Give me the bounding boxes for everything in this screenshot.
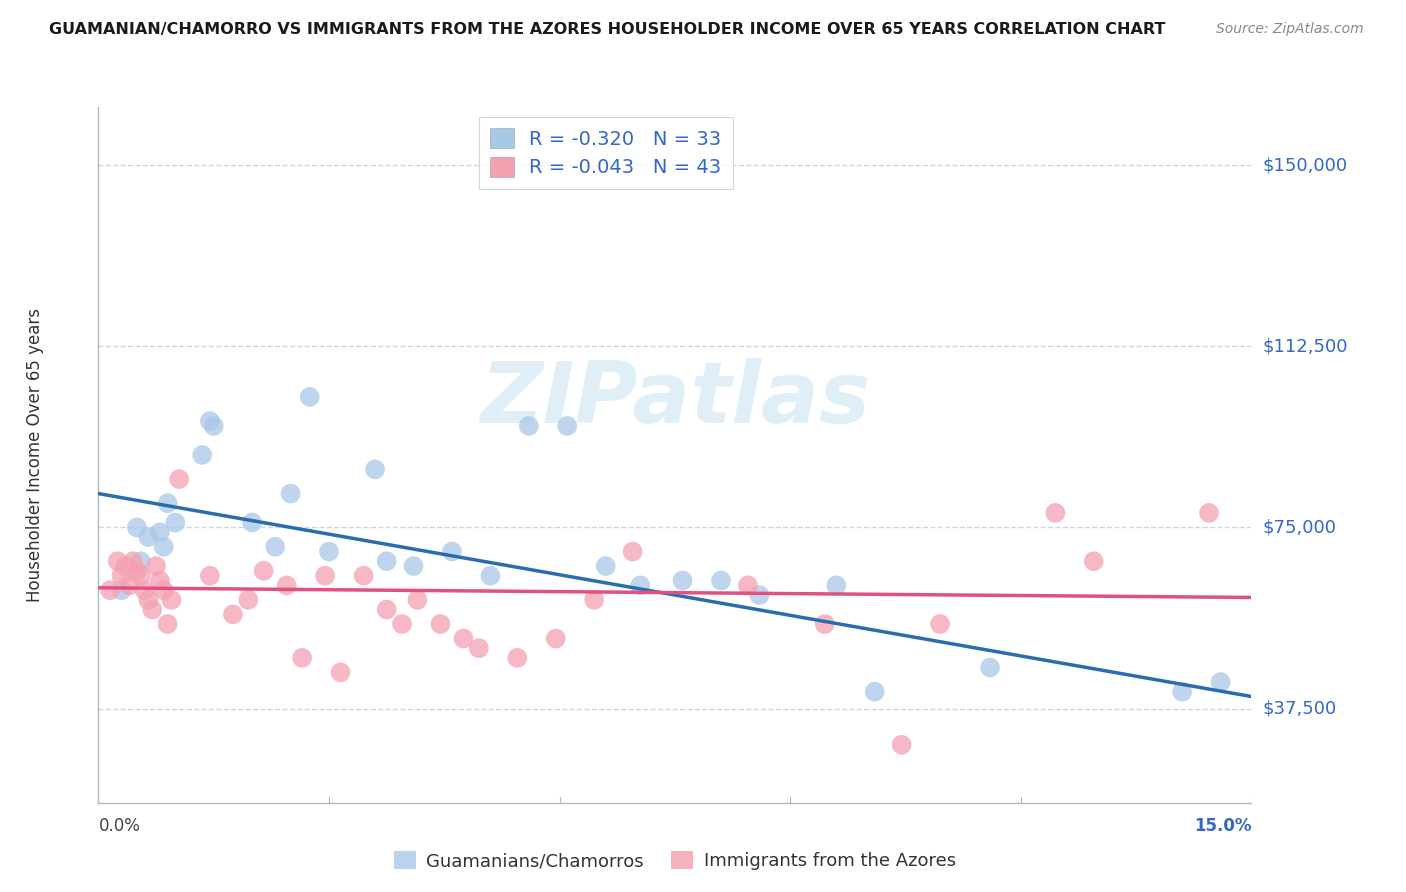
Point xyxy=(152,583,174,598)
Point xyxy=(555,419,578,434)
Point xyxy=(160,592,183,607)
Point xyxy=(129,568,152,582)
Point xyxy=(122,554,145,568)
Point xyxy=(118,578,141,592)
Point xyxy=(125,520,148,534)
Point xyxy=(406,592,429,607)
Point xyxy=(98,583,121,598)
Point xyxy=(863,684,886,698)
Point xyxy=(329,665,352,680)
Point xyxy=(149,525,172,540)
Point xyxy=(240,516,263,530)
Text: GUAMANIAN/CHAMORRO VS IMMIGRANTS FROM THE AZORES HOUSEHOLDER INCOME OVER 65 YEAR: GUAMANIAN/CHAMORRO VS IMMIGRANTS FROM TH… xyxy=(49,22,1166,37)
Point xyxy=(280,486,302,500)
Point xyxy=(191,448,214,462)
Text: $150,000: $150,000 xyxy=(1263,156,1347,174)
Point xyxy=(621,544,644,558)
Point xyxy=(238,592,260,607)
Point xyxy=(291,651,314,665)
Text: 0.0%: 0.0% xyxy=(98,817,141,835)
Point xyxy=(202,419,225,434)
Point xyxy=(198,414,221,428)
Point xyxy=(583,592,606,607)
Point xyxy=(737,578,759,592)
Point xyxy=(318,544,340,558)
Text: ZIPatlas: ZIPatlas xyxy=(479,358,870,441)
Point xyxy=(125,564,148,578)
Point xyxy=(364,462,387,476)
Point xyxy=(1171,684,1194,698)
Point xyxy=(253,564,276,578)
Point xyxy=(710,574,733,588)
Point xyxy=(156,496,179,510)
Point xyxy=(517,419,540,434)
Text: $75,000: $75,000 xyxy=(1263,518,1337,536)
Point xyxy=(375,554,398,568)
Point xyxy=(391,617,413,632)
Point xyxy=(814,617,837,632)
Point xyxy=(110,568,132,582)
Point xyxy=(1198,506,1220,520)
Point xyxy=(198,568,221,582)
Point xyxy=(979,660,1001,674)
Point xyxy=(479,568,502,582)
Point xyxy=(138,592,160,607)
Text: Source: ZipAtlas.com: Source: ZipAtlas.com xyxy=(1216,22,1364,37)
Point xyxy=(1083,554,1105,568)
Point xyxy=(156,617,179,632)
Point xyxy=(1209,675,1232,690)
Point xyxy=(440,544,463,558)
Point xyxy=(890,738,912,752)
Point xyxy=(298,390,321,404)
Point xyxy=(149,574,172,588)
Point xyxy=(353,568,375,582)
Point xyxy=(110,583,132,598)
Text: 15.0%: 15.0% xyxy=(1194,817,1251,835)
Text: Householder Income Over 65 years: Householder Income Over 65 years xyxy=(25,308,44,602)
Point xyxy=(671,574,693,588)
Text: $112,500: $112,500 xyxy=(1263,337,1348,355)
Point xyxy=(264,540,287,554)
Point xyxy=(506,651,529,665)
Point xyxy=(314,568,336,582)
Point xyxy=(107,554,129,568)
Point xyxy=(402,559,425,574)
Point xyxy=(628,578,651,592)
Point xyxy=(167,472,190,486)
Point xyxy=(129,554,152,568)
Point xyxy=(114,559,136,574)
Point xyxy=(141,602,163,616)
Point xyxy=(134,583,156,598)
Legend: Guamanians/Chamorros, Immigrants from the Azores: Guamanians/Chamorros, Immigrants from th… xyxy=(387,844,963,877)
Point xyxy=(595,559,617,574)
Point xyxy=(453,632,475,646)
Point xyxy=(375,602,398,616)
Point xyxy=(165,516,187,530)
Point xyxy=(825,578,848,592)
Point xyxy=(1045,506,1067,520)
Point xyxy=(152,540,174,554)
Point xyxy=(929,617,952,632)
Point xyxy=(429,617,451,632)
Point xyxy=(222,607,245,622)
Point xyxy=(544,632,567,646)
Point xyxy=(145,559,167,574)
Point xyxy=(138,530,160,544)
Text: $37,500: $37,500 xyxy=(1263,699,1337,717)
Point xyxy=(468,641,491,656)
Point xyxy=(748,588,770,602)
Point xyxy=(276,578,298,592)
